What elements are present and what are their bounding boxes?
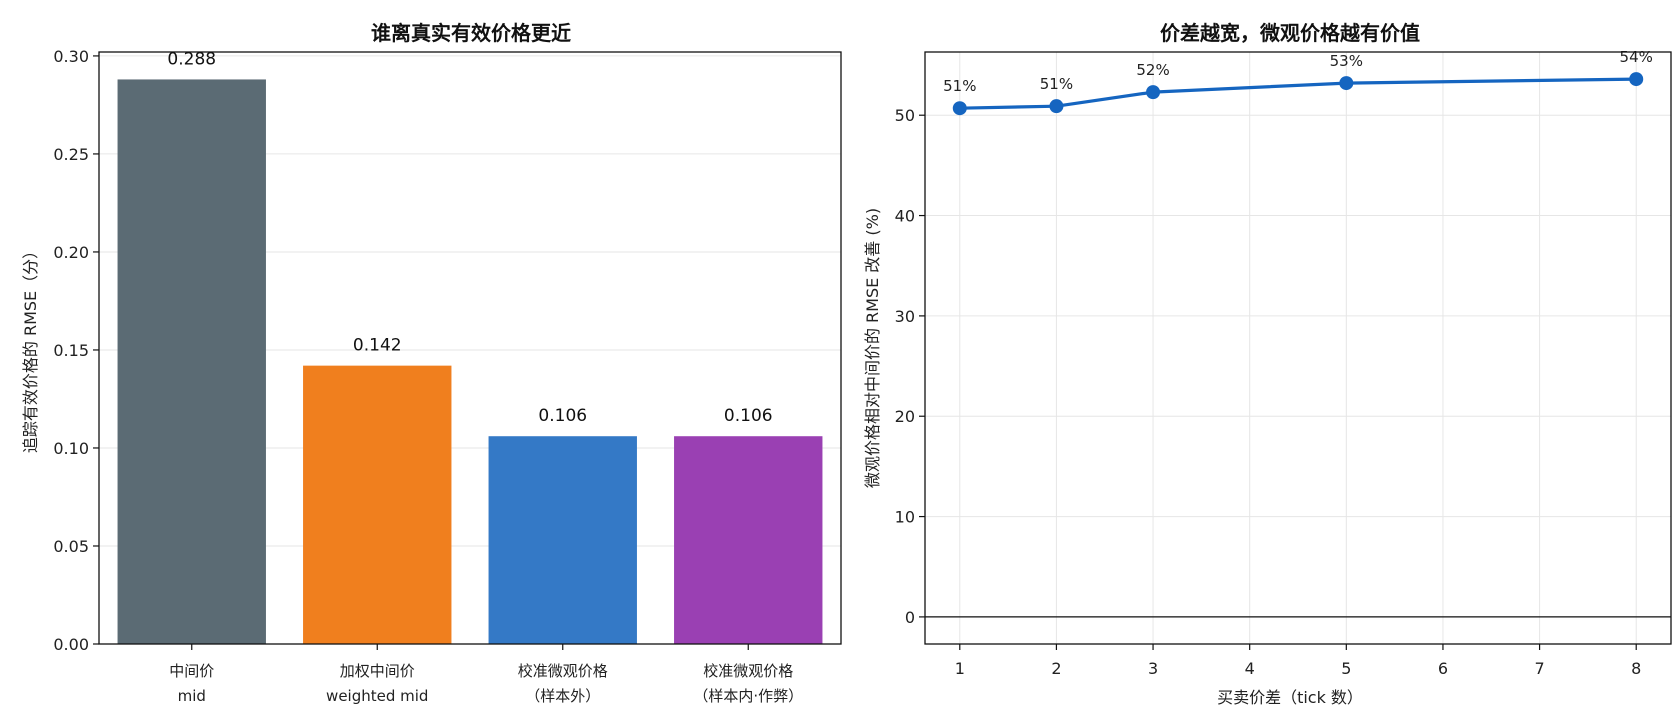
chart1-category-labels: 中间价 mid 加权中间价 weighted mid 校准微观价格 （样本外） 校准微观价格…: [169, 644, 803, 705]
chart2-point: [1629, 72, 1644, 87]
chart2-y-tick-label: 50: [895, 106, 915, 125]
chart1-plot-frame: [98, 51, 842, 645]
chart2-points: [952, 72, 1644, 116]
chart1-category-label-line2: mid: [178, 687, 206, 705]
chart1-bar: [674, 436, 823, 644]
chart2-plot-frame: [924, 51, 1672, 645]
chart1-value-label: 0.106: [724, 406, 773, 426]
chart-rmse-bars: 谁离真实有效价格更近 0.288 0.142 0.106 0.106 0.00 0.05…: [21, 21, 842, 705]
chart1-category-label-line2: weighted mid: [326, 687, 428, 705]
chart1-y-tick-label: 0.05: [53, 537, 89, 556]
chart1-y-tick-label: 0.20: [53, 243, 89, 262]
chart2-y-tick-label: 40: [895, 207, 915, 226]
chart2-point: [1339, 76, 1354, 91]
chart2-x-tick-label: 8: [1631, 659, 1641, 678]
chart2-point-label: 51%: [1040, 75, 1073, 93]
chart2-point: [1146, 85, 1161, 100]
chart2-y-tick-label: 20: [895, 407, 915, 426]
chart1-value-label: 0.106: [538, 406, 587, 426]
chart2-x-tick-label: 5: [1341, 659, 1351, 678]
chart1-category-label-line1: 校准微观价格: [703, 662, 793, 680]
chart2-point-label: 51%: [943, 77, 976, 95]
chart2-x-tick-label: 1: [955, 659, 965, 678]
chart2-x-tick-label: 4: [1245, 659, 1255, 678]
chart1-category-label-line1: 校准微观价格: [518, 662, 608, 680]
chart1-y-tick-label: 0.15: [53, 341, 89, 360]
chart2-x-axis-label: 买卖价差（tick 数）: [1217, 688, 1363, 707]
chart2-x-tick-label: 7: [1534, 659, 1544, 678]
chart1-bar: [303, 365, 452, 644]
chart2-y-tick-label: 30: [895, 307, 915, 326]
chart2-x-tick-label: 6: [1438, 659, 1448, 678]
chart1-category-label-line1: 加权中间价: [340, 662, 415, 680]
chart1-category-label-line2: （样本内·作弊）: [693, 687, 803, 705]
chart2-gridlines: [925, 52, 1671, 644]
chart2-x-ticks: 1 2 3 4 5 6 7 8: [955, 644, 1641, 678]
chart1-y-tick-label: 0.30: [53, 47, 89, 66]
chart1-y-tick-label: 0.00: [53, 635, 89, 654]
chart2-point-label: 54%: [1620, 48, 1653, 66]
chart1-bar: [488, 436, 637, 644]
chart2-x-tick-label: 3: [1148, 659, 1158, 678]
chart1-value-labels: 0.288 0.142 0.106 0.106: [167, 49, 772, 426]
chart2-title: 价差越宽，微观价格越有价值: [1160, 21, 1420, 45]
chart2-x-tick-label: 2: [1051, 659, 1061, 678]
chart1-title: 谁离真实有效价格更近: [371, 21, 571, 45]
chart1-bars: [117, 79, 823, 644]
chart-improvement-line: 价差越宽，微观价格越有价值 51% 51% 52% 53% 54% 0 10 20 30 40 5…: [863, 21, 1672, 707]
chart1-bar: [117, 79, 266, 644]
chart2-point: [952, 101, 967, 116]
chart2-point-label: 52%: [1136, 61, 1169, 79]
chart2-y-axis-label: 微观价格相对中间价的 RMSE 改善 (%): [863, 208, 882, 488]
chart2-y-tick-label: 0: [905, 608, 915, 627]
chart1-category-label-line1: 中间价: [169, 662, 214, 680]
chart1-y-axis-label: 追踪有效价格的 RMSE（分）: [21, 243, 40, 453]
chart1-value-label: 0.288: [167, 49, 216, 69]
chart1-y-ticks: 0.00 0.05 0.10 0.15 0.20 0.25 0.30: [53, 47, 99, 654]
chart2-y-tick-label: 10: [895, 508, 915, 527]
chart2-y-ticks: 0 10 20 30 40 50: [895, 106, 925, 627]
chart2-point: [1049, 99, 1064, 114]
chart1-y-tick-label: 0.25: [53, 145, 89, 164]
chart1-y-tick-label: 0.10: [53, 439, 89, 458]
chart2-point-labels: 51% 51% 52% 53% 54%: [943, 48, 1653, 95]
chart2-point-label: 53%: [1330, 52, 1363, 70]
chart1-value-label: 0.142: [353, 336, 402, 356]
chart1-category-label-line2: （样本外）: [525, 687, 600, 705]
